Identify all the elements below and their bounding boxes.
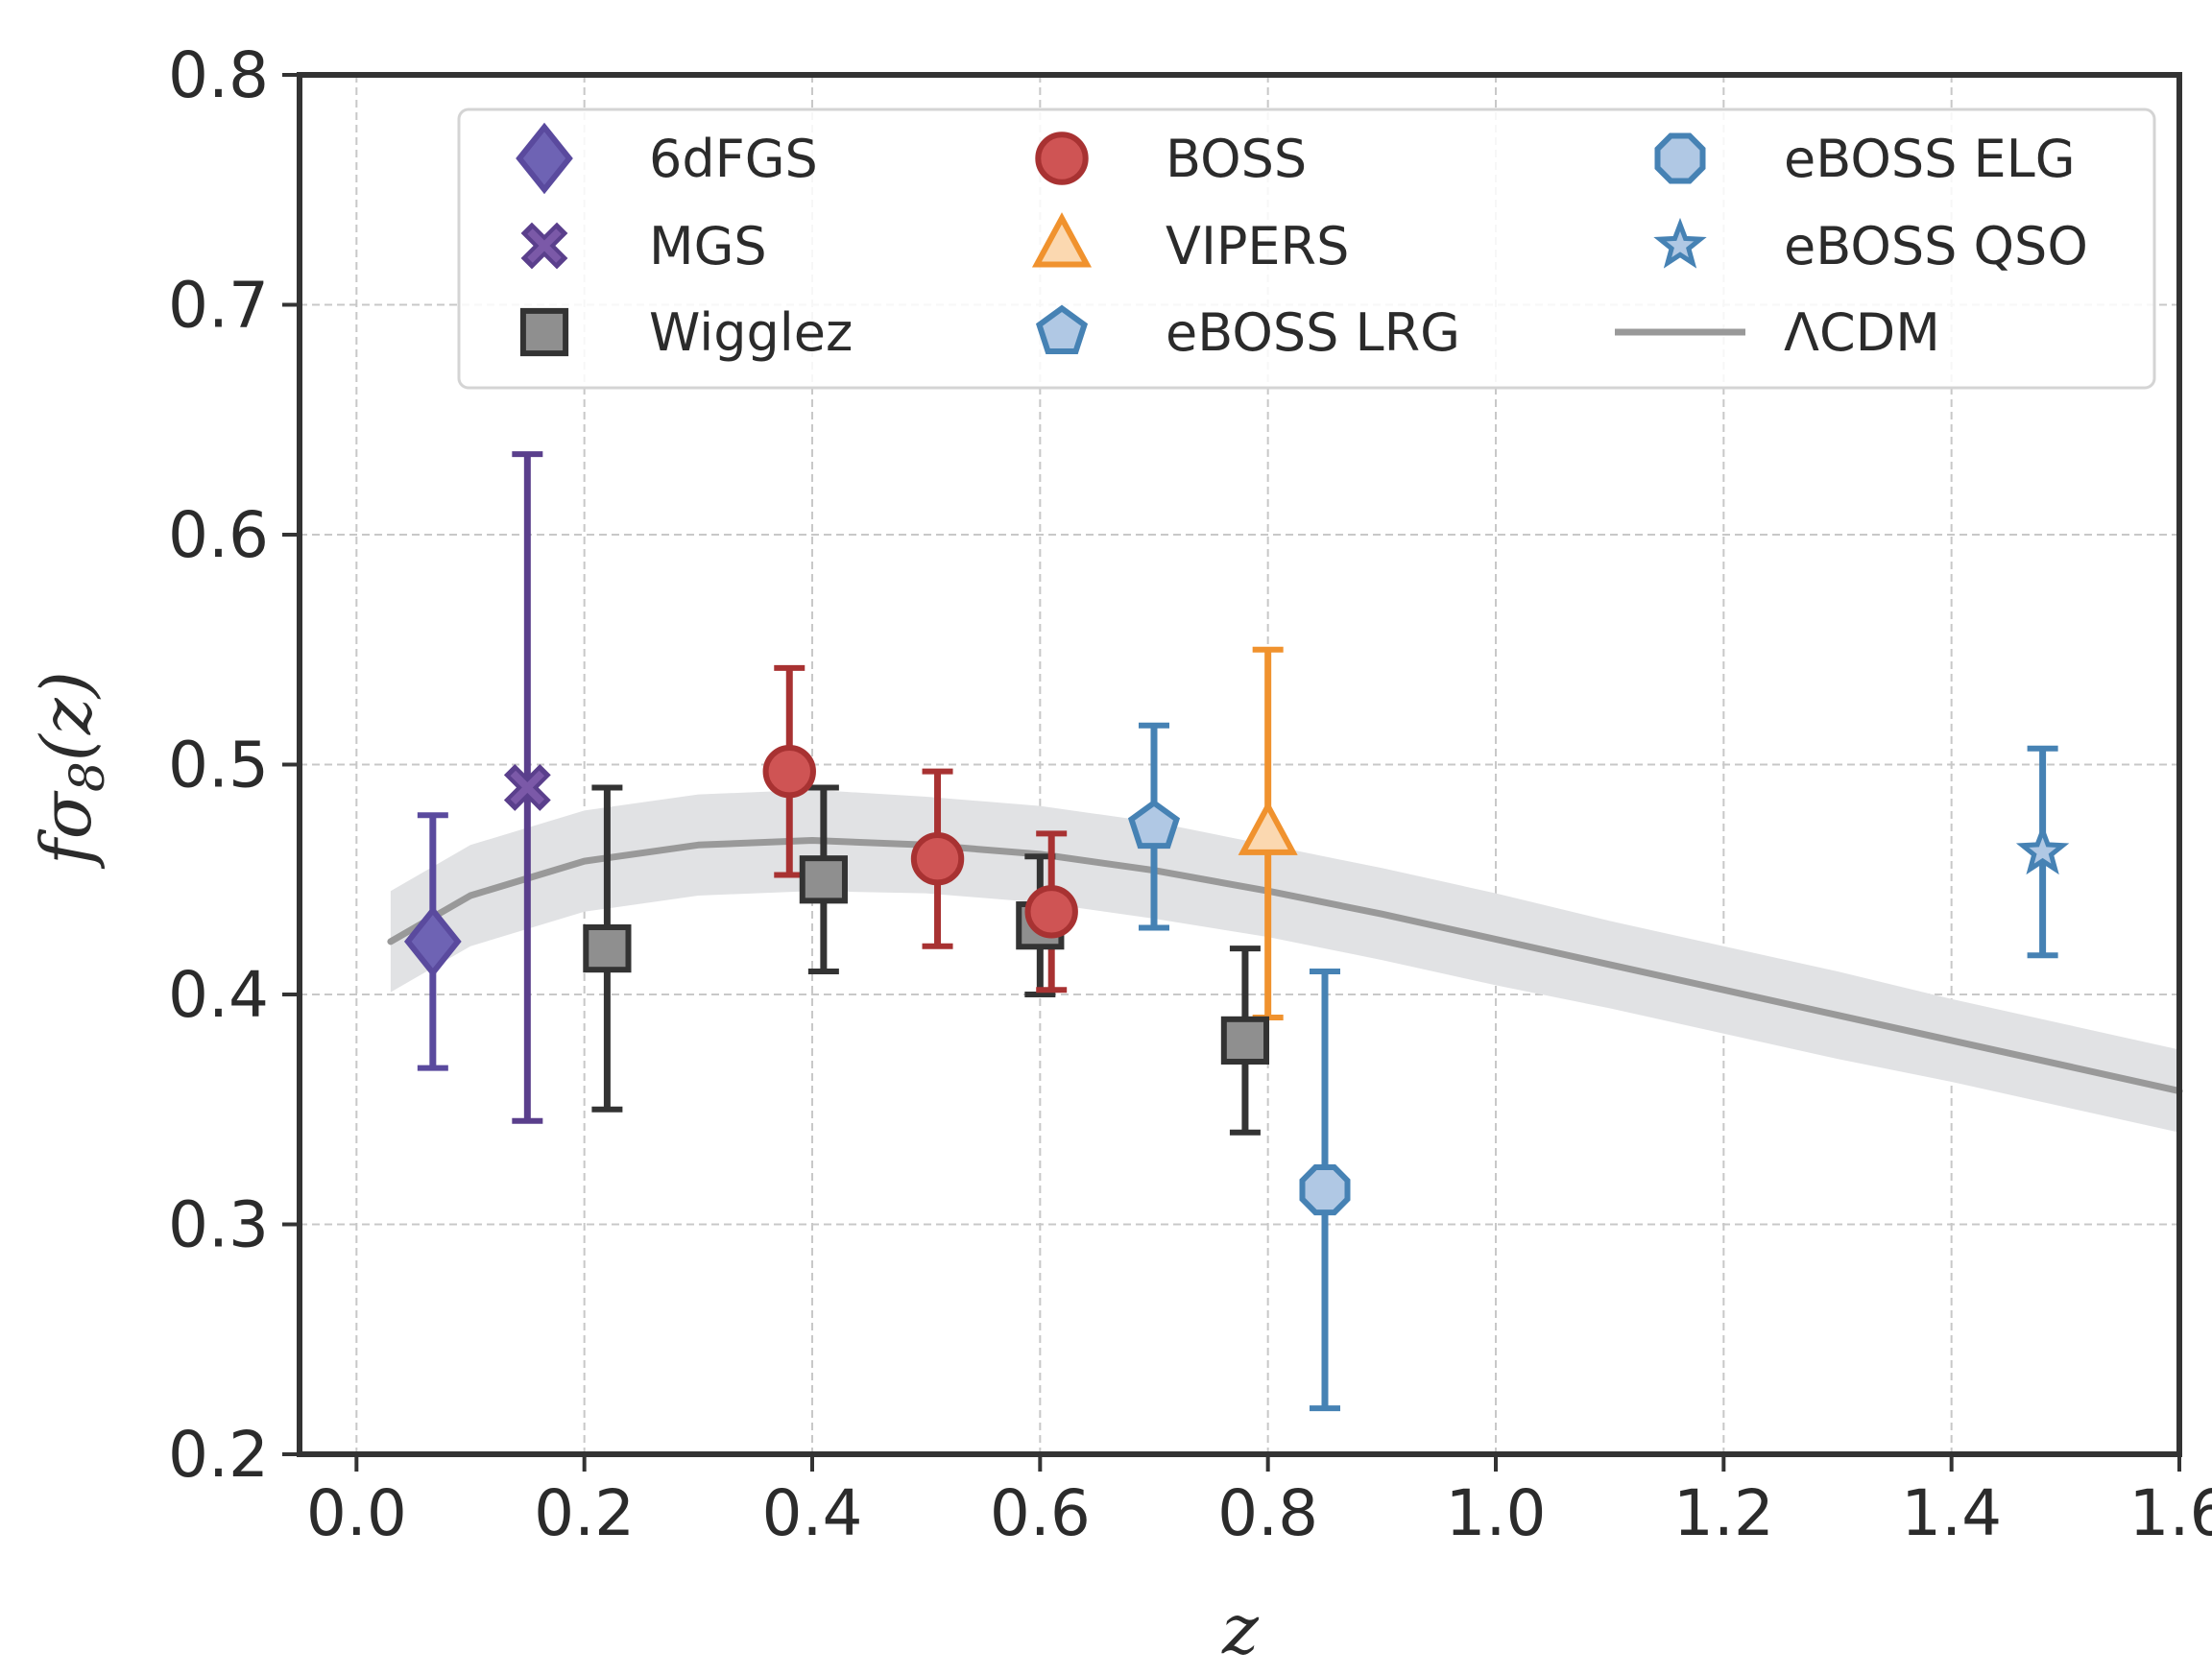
mgs-point-0 bbox=[503, 764, 551, 811]
y-tick-label: 0.4 bbox=[168, 958, 269, 1032]
eboss-elg-point-0 bbox=[1299, 1164, 1351, 1216]
mgs-point-0-fill-b bbox=[510, 770, 545, 805]
legend-swatch-wigglez bbox=[519, 307, 569, 357]
legend-item: Wigglez bbox=[519, 302, 853, 363]
legend-frame bbox=[457, 108, 2156, 390]
y-tick-label: 0.5 bbox=[168, 729, 269, 802]
y-axis-label-main: fσ bbox=[26, 790, 107, 870]
legend-item: eBOSS QSO bbox=[1653, 216, 2088, 276]
axis-ticks bbox=[282, 73, 2181, 1472]
data-markers bbox=[403, 744, 2070, 1216]
legend-item: eBOSS ELG bbox=[1654, 129, 2076, 189]
legend-swatch-vipers bbox=[1031, 212, 1093, 268]
legend-swatch-eboss-qso bbox=[1653, 217, 1707, 269]
6dfgs-point-0 bbox=[403, 905, 462, 978]
legend-label: ΛCDM bbox=[1784, 302, 1940, 363]
x-tick-labels: 0.0 0.2 0.4 0.6 0.8 1.0 1.2 1.4 1.6 bbox=[306, 1476, 2212, 1550]
legend-label: VIPERS bbox=[1166, 216, 1349, 276]
boss-point-2 bbox=[1024, 885, 1078, 939]
x-tick-label: 0.0 bbox=[306, 1476, 407, 1550]
wigglez-point-3 bbox=[1220, 1016, 1270, 1065]
x-tick-label: 1.0 bbox=[1446, 1476, 1547, 1550]
y-axis-label-argument: (z) bbox=[26, 671, 107, 761]
legend-item: BOSS bbox=[1035, 129, 1307, 189]
y-tick-label: 0.2 bbox=[168, 1418, 269, 1492]
x-tick-label: 0.4 bbox=[762, 1476, 863, 1550]
y-tick-label: 0.6 bbox=[168, 498, 269, 572]
legend-item: 6dFGS bbox=[516, 122, 818, 195]
legend-swatch-mgs bbox=[520, 222, 568, 270]
wigglez-point-0 bbox=[583, 924, 632, 973]
x-tick-label: 0.2 bbox=[534, 1476, 635, 1550]
legend-label: eBOSS ELG bbox=[1784, 129, 2076, 189]
legend-swatch-eboss-lrg bbox=[1035, 304, 1089, 354]
x-tick-label: 1.4 bbox=[1901, 1476, 2002, 1550]
wigglez-point-1 bbox=[799, 855, 848, 904]
x-tick-label: 1.6 bbox=[2129, 1476, 2212, 1550]
y-axis-label: fσ8(z) bbox=[26, 671, 115, 870]
y-tick-label: 0.8 bbox=[168, 38, 269, 112]
legend-item: MGS bbox=[520, 216, 767, 276]
eboss-qso-point-0 bbox=[2015, 824, 2070, 875]
y-axis-label-subscript: 8 bbox=[60, 761, 115, 792]
y-tick-label: 0.7 bbox=[168, 269, 269, 343]
legend-swatch-boss bbox=[1035, 132, 1089, 185]
boss-point-0 bbox=[762, 744, 816, 799]
y-tick-label: 0.3 bbox=[168, 1188, 269, 1262]
legend-label: 6dFGS bbox=[649, 129, 818, 189]
y-tick-labels: 0.2 0.3 0.4 0.5 0.6 0.7 0.8 bbox=[168, 38, 269, 1492]
legend-item: ΛCDM bbox=[1615, 302, 1940, 363]
legend-label: BOSS bbox=[1166, 129, 1307, 189]
x-tick-label: 0.8 bbox=[1217, 1476, 1318, 1550]
legend-swatch-eboss-elg bbox=[1654, 132, 1706, 184]
legend-label: eBOSS LRG bbox=[1166, 302, 1460, 363]
legend-swatch-mgs-fill-b bbox=[527, 228, 562, 263]
eboss-lrg-point-0 bbox=[1127, 799, 1181, 850]
legend-label: MGS bbox=[649, 216, 767, 276]
x-tick-label: 1.2 bbox=[1673, 1476, 1774, 1550]
legend-item: VIPERS bbox=[1031, 212, 1349, 276]
legend: 6dFGS MGS Wigglez BOSS VIPERS eBOSS LRG eBOSS … bbox=[457, 108, 2156, 390]
vipers-point-0 bbox=[1238, 800, 1298, 855]
legend-item: eBOSS LRG bbox=[1035, 302, 1460, 363]
legend-label: eBOSS QSO bbox=[1784, 216, 2088, 276]
x-axis-label: z bbox=[1221, 1589, 1260, 1669]
legend-swatch-6dfgs bbox=[516, 122, 573, 195]
legend-label: Wigglez bbox=[649, 302, 853, 363]
x-tick-label: 0.6 bbox=[990, 1476, 1091, 1550]
boss-point-1 bbox=[910, 831, 965, 886]
